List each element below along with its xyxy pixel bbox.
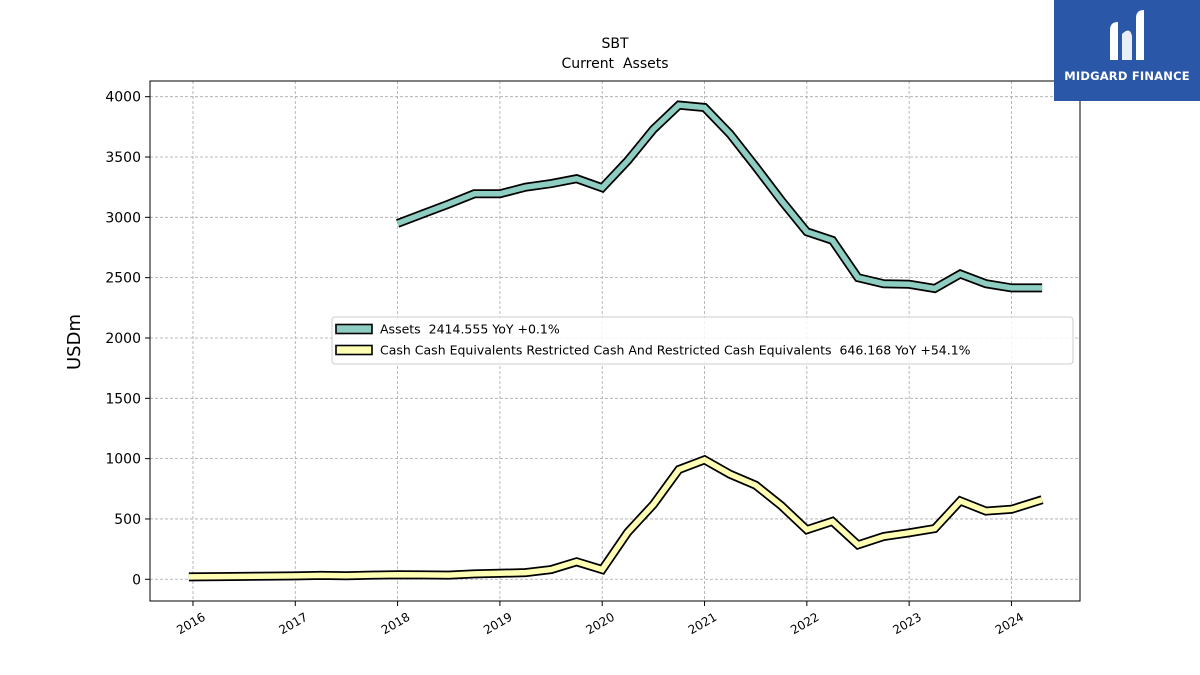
- y-tick-label: 0: [132, 572, 141, 588]
- series-outline: [188, 454, 1044, 582]
- legend-swatch: [335, 323, 373, 335]
- plot-frame: [149, 80, 1081, 602]
- legend-box: [331, 316, 1074, 365]
- y-tick-label: 4000: [105, 90, 141, 106]
- y-tick-label: 2000: [105, 331, 141, 347]
- logo-mark-icon: [1110, 10, 1144, 60]
- series-line: [188, 456, 1043, 580]
- y-tick-label: 3000: [105, 210, 141, 226]
- y-tick-label: 1000: [105, 452, 141, 468]
- legend-label: Cash Cash Equivalents Restricted Cash An…: [380, 343, 971, 358]
- legend: Assets 2414.555 YoY +0.1% Cash Cash Equiv…: [331, 316, 1074, 365]
- x-tick-label: 2018: [379, 610, 412, 637]
- chart-title: SBT: [601, 36, 628, 52]
- series-layer: [188, 100, 1044, 582]
- legend-label: Assets 2414.555 YoY +0.1%: [380, 322, 560, 337]
- x-tick-label: 2023: [890, 610, 923, 637]
- brand-logo: MIDGARD FINANCE: [1054, 0, 1200, 101]
- y-tick-label: 2500: [105, 271, 141, 287]
- series-outline: [396, 100, 1043, 294]
- y-tick-label: 3500: [105, 150, 141, 166]
- y-axis-ticks: 0 500 1000 1500 2000 2500 3000 3500 4000: [105, 90, 150, 588]
- x-tick-label: 2016: [174, 610, 207, 637]
- y-axis-label: USDm: [64, 314, 85, 370]
- x-tick-label: 2022: [788, 610, 821, 637]
- logo-text: MIDGARD FINANCE: [1064, 69, 1190, 83]
- x-tick-label: 2024: [993, 610, 1026, 637]
- x-tick-label: 2021: [686, 610, 719, 637]
- x-axis-ticks: 2016 2017 2018 2019 2020 2021 2022 2023 2024: [174, 601, 1026, 637]
- legend-swatch: [335, 344, 373, 356]
- y-tick-label: 500: [114, 512, 141, 528]
- x-tick-label: 2019: [481, 610, 514, 637]
- x-tick-label: 2017: [277, 610, 310, 637]
- x-tick-label: 2020: [583, 610, 616, 637]
- y-tick-label: 1500: [105, 391, 141, 407]
- chart-subtitle: Current Assets: [561, 56, 668, 72]
- series-line: [396, 102, 1043, 292]
